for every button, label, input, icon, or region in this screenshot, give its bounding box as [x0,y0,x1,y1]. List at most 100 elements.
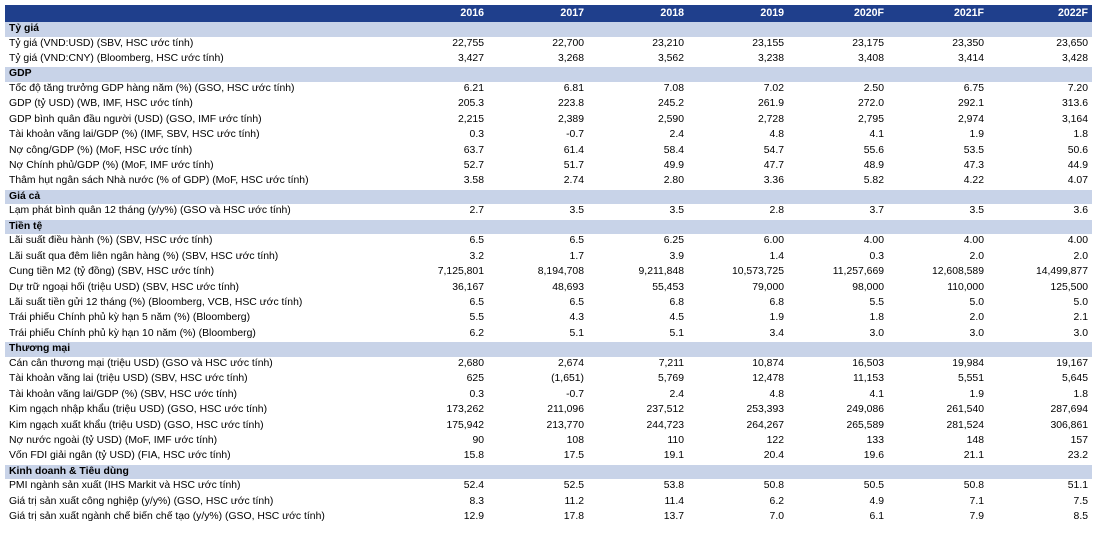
value-cell: 306,861 [988,418,1092,434]
value-cell: 4.22 [888,173,988,190]
value-cell: 6.25 [588,234,688,250]
value-cell: 4.1 [788,387,888,404]
value-cell: 249,086 [788,402,888,419]
value-cell: 6.5 [388,295,488,312]
row-label: GDP bình quân đầu người (USD) (GSO, IMF … [5,112,388,129]
value-cell: 4.8 [688,387,788,404]
value-cell: 7.0 [688,509,788,526]
value-cell: 5,769 [588,371,688,388]
value-cell: 2,389 [488,112,588,129]
value-cell: 6.5 [488,234,588,250]
value-cell: 3,428 [988,51,1092,68]
value-cell: 9,211,848 [588,264,688,281]
value-cell: 12.9 [388,509,488,526]
row-label: Kim ngạch xuất khẩu (triệu USD) (GSO, HS… [5,418,388,434]
table-row: Tỷ giá (VND:CNY) (Bloomberg, HSC ước tín… [5,51,1092,68]
row-label: Tài khoản vãng lai/GDP (%) (SBV, HSC ước… [5,387,388,404]
section-header-row: Tỷ giá [5,22,1092,37]
value-cell: 2.4 [588,127,688,144]
value-cell: 2,674 [488,356,588,373]
value-cell: (1,651) [488,371,588,388]
value-cell: 1.7 [488,249,588,266]
value-cell: 5,645 [988,371,1092,388]
value-cell: 1.4 [688,249,788,266]
value-cell: 4.1 [788,127,888,144]
value-cell: 58.4 [588,143,688,160]
value-cell: 17.5 [488,448,588,465]
value-cell: 1.8 [988,387,1092,404]
value-cell: 7.08 [588,82,688,98]
value-cell: 625 [388,371,488,388]
value-cell: 2,728 [688,112,788,129]
value-cell: 3.58 [388,173,488,190]
value-cell: 98,000 [788,280,888,297]
value-cell: 5.5 [388,310,488,327]
table-row: Lãi suất điều hành (%) (SBV, HSC ước tín… [5,234,1092,250]
value-cell: 16,503 [788,356,888,373]
row-label: Trái phiếu Chính phủ kỳ hạn 5 năm (%) (B… [5,310,388,327]
value-cell: 0.3 [788,249,888,266]
year-header: 2016 [388,5,488,22]
value-cell: 7.20 [988,82,1092,98]
row-label: Thâm hụt ngân sách Nhà nước (% of GDP) (… [5,173,388,190]
value-cell: 237,512 [588,402,688,419]
value-cell: 61.4 [488,143,588,160]
value-cell: 213,770 [488,418,588,434]
year-header: 2020F [788,5,888,22]
table-row: Trái phiếu Chính phủ kỳ hạn 10 năm (%) (… [5,326,1092,343]
value-cell: 4.00 [988,234,1092,250]
row-label: GDP (tỷ USD) (WB, IMF, HSC ước tính) [5,96,388,113]
value-cell: 50.5 [788,479,888,495]
value-cell: 22,700 [488,36,588,52]
table-row: Tốc độ tăng trưởng GDP hàng năm (%) (GSO… [5,82,1092,98]
value-cell: 175,942 [388,418,488,434]
value-cell: 50.8 [888,479,988,495]
value-cell: 3.0 [988,326,1092,343]
value-cell: 47.7 [688,158,788,175]
table-row: Tài khoản vãng lai/GDP (%) (SBV, HSC ước… [5,387,1092,404]
value-cell: 3,414 [888,51,988,68]
value-cell: 47.3 [888,158,988,175]
value-cell: 3,268 [488,51,588,68]
table-row: Lãi suất tiền gửi 12 tháng (%) (Bloomber… [5,295,1092,312]
value-cell: 20.4 [688,448,788,465]
value-cell: 11,257,669 [788,264,888,281]
value-cell: 313.6 [988,96,1092,113]
value-cell: 19.6 [788,448,888,465]
value-cell: 8.5 [988,509,1092,526]
value-cell: 3,408 [788,51,888,68]
value-cell: 110 [588,433,688,450]
value-cell: 19,167 [988,356,1092,373]
value-cell: 265,589 [788,418,888,434]
value-cell: 133 [788,433,888,450]
value-cell: 2.0 [888,310,988,327]
table-row: GDP bình quân đầu người (USD) (GSO, IMF … [5,112,1092,129]
table-row: PMI ngành sản xuất (IHS Markit và HSC ướ… [5,479,1092,495]
value-cell: 253,393 [688,402,788,419]
value-cell: 50.6 [988,143,1092,160]
table-row: Tài khoản vãng lai/GDP (%) (IMF, SBV, HS… [5,127,1092,144]
value-cell: 6.21 [388,82,488,98]
value-cell: 63.7 [388,143,488,160]
table-row: Thâm hụt ngân sách Nhà nước (% of GDP) (… [5,173,1092,190]
year-header: 2022F [988,5,1092,22]
value-cell: 21.1 [888,448,988,465]
macro-table-container: 2016 2017 2018 2019 2020F 2021F 2022F Tỷ… [5,5,1092,526]
value-cell: 8,194,708 [488,264,588,281]
row-label: Tài khoản vãng lai/GDP (%) (IMF, SBV, HS… [5,127,388,144]
value-cell: 3.7 [788,204,888,220]
value-cell: 6.2 [688,494,788,511]
value-cell: 11.2 [488,494,588,511]
value-cell: 6.75 [888,82,988,98]
value-cell: 2.0 [888,249,988,266]
value-cell: 5.0 [888,295,988,312]
value-cell: 3.5 [588,204,688,220]
value-cell: 3.9 [588,249,688,266]
value-cell: 23.2 [988,448,1092,465]
value-cell: 48,693 [488,280,588,297]
value-cell: 2.80 [588,173,688,190]
table-row: Trái phiếu Chính phủ kỳ hạn 5 năm (%) (B… [5,310,1092,327]
value-cell: 4.5 [588,310,688,327]
value-cell: 3.6 [988,204,1092,220]
value-cell: 2,590 [588,112,688,129]
